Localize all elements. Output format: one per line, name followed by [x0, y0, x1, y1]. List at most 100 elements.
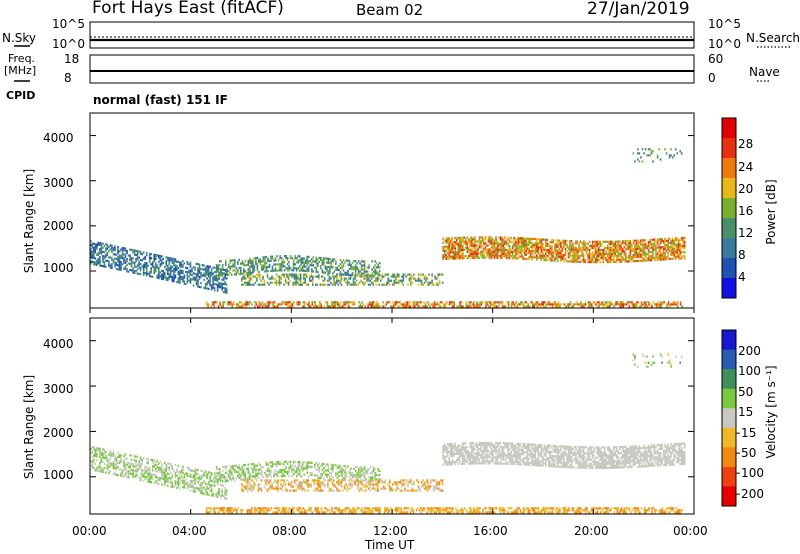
- power-cell: [139, 269, 142, 272]
- power-cell: [539, 238, 541, 241]
- power-cell: [360, 279, 362, 282]
- power-cell: [408, 305, 410, 308]
- power-cell: [570, 258, 573, 261]
- power-cell: [364, 281, 367, 284]
- velocity-cell: [343, 485, 346, 488]
- velocity-cell: [265, 487, 267, 490]
- power-cell: [560, 249, 562, 252]
- velocity-cell: [398, 487, 400, 490]
- power-cell: [569, 252, 571, 255]
- velocity-cell: [195, 468, 198, 471]
- power-cell: [624, 303, 626, 306]
- power-cell: [658, 305, 661, 308]
- power-cell: [641, 253, 644, 256]
- velocity-cell: [369, 485, 371, 488]
- xtick-5: 20:00: [574, 524, 609, 538]
- velocity-cell: [103, 452, 106, 455]
- velocity-cell: [135, 475, 137, 479]
- power-cell: [301, 261, 304, 264]
- power-cell: [423, 281, 426, 284]
- power-cell: [259, 277, 261, 280]
- power-cell: [560, 241, 562, 244]
- power-cell: [393, 305, 395, 308]
- velocity-cell: [213, 484, 216, 487]
- power-cell: [431, 273, 433, 276]
- velocity-cell: [222, 511, 224, 514]
- velocity-cell: [121, 473, 124, 476]
- power-cell: [173, 257, 175, 261]
- velocity-cell: [138, 464, 140, 467]
- power-cell: [489, 254, 491, 257]
- power-cell: [227, 265, 230, 268]
- power-cell: [401, 279, 403, 282]
- velocity-cell: [240, 478, 242, 481]
- power-cell: [219, 286, 222, 289]
- power-cell: [381, 283, 383, 286]
- velocity-cell: [194, 486, 196, 489]
- power-cell: [549, 251, 552, 254]
- power-cell: [96, 263, 98, 266]
- power-cell: [277, 269, 280, 272]
- power-cell: [474, 242, 476, 245]
- power-cell: [629, 239, 632, 243]
- power-cell: [526, 257, 529, 261]
- power-cell: [514, 251, 517, 254]
- power-cell: [481, 250, 484, 253]
- velocity-cell: [109, 452, 112, 455]
- power-cell: [676, 152, 678, 155]
- power-cell: [647, 255, 650, 258]
- velocity-cell: [237, 507, 240, 510]
- velocity-cell: [118, 460, 121, 463]
- velocity-cell: [194, 474, 196, 477]
- power-cell: [593, 240, 595, 243]
- power-cell: [323, 257, 325, 260]
- power-cell: [543, 254, 546, 257]
- velocity-cell: [440, 479, 442, 482]
- power-cell: [468, 256, 470, 259]
- velocity-cell: [292, 466, 295, 470]
- power-cell: [486, 303, 489, 306]
- power-cell: [195, 283, 198, 286]
- power-cell: [540, 244, 543, 247]
- velocity-cell: [221, 494, 223, 497]
- power-cell: [475, 244, 478, 247]
- power-cell: [135, 257, 137, 261]
- velocity-cell: [164, 482, 166, 485]
- power-cell: [371, 305, 374, 308]
- power-cell: [274, 277, 276, 280]
- power-cell: [411, 275, 414, 278]
- velocity-cell: [426, 485, 429, 488]
- power-cell: [547, 301, 549, 304]
- power-cell: [483, 252, 485, 255]
- power-cell: [626, 246, 629, 249]
- power-cell: [94, 245, 97, 248]
- power-cell: [315, 266, 318, 269]
- velocity-cell: [147, 458, 149, 461]
- velocity-cell: [174, 480, 177, 483]
- velocity-cell: [291, 470, 293, 474]
- power-cell: [608, 250, 610, 253]
- power-cell: [423, 275, 426, 278]
- power-cell: [569, 256, 571, 259]
- velocity-cell: [281, 479, 284, 482]
- power-cell: [531, 252, 533, 255]
- velocity-cell: [117, 465, 119, 469]
- velocity-cell: [300, 475, 302, 478]
- power-cell: [292, 283, 294, 286]
- power-cell: [446, 251, 449, 254]
- power-cell: [299, 283, 302, 286]
- power-cell: [465, 254, 467, 258]
- power-cell: [182, 280, 184, 283]
- power-cell: [198, 269, 201, 272]
- power-cell: [297, 303, 300, 306]
- power-cell: [670, 239, 672, 242]
- power-cell: [629, 246, 632, 249]
- power-cell: [372, 270, 375, 273]
- velocity-cell: [369, 489, 371, 492]
- power-cell: [664, 244, 666, 247]
- power-cell: [132, 261, 134, 264]
- power-cell: [507, 238, 509, 241]
- velocity-cell: [341, 479, 343, 482]
- velocity-cell: [324, 465, 327, 468]
- power-cell: [454, 251, 456, 254]
